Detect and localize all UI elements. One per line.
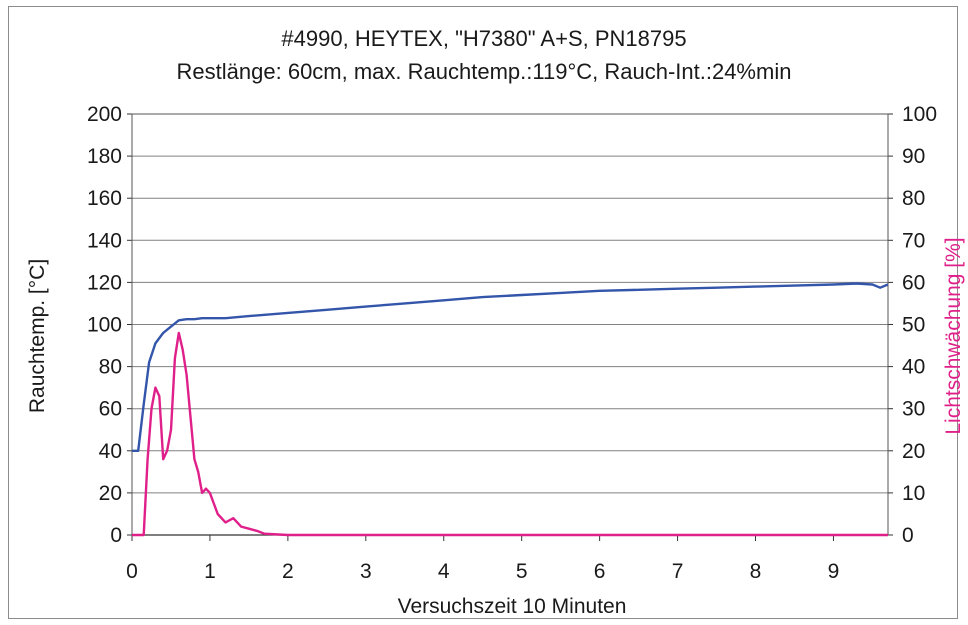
- y-right-tick-label: 60: [902, 271, 925, 294]
- x-tick-label: 8: [750, 560, 762, 583]
- axes: [127, 113, 893, 541]
- chart-frame: [8, 6, 958, 619]
- y-left-tick-label: 120: [87, 271, 122, 294]
- y-right-tick-label: 20: [902, 440, 925, 463]
- y-right-tick-label: 50: [902, 314, 925, 337]
- y-left-tick-label: 180: [87, 145, 122, 168]
- y-right-tick-label: 90: [902, 145, 925, 168]
- light-attenuation-series-line: [132, 331, 888, 537]
- y-left-tick-label: 0: [110, 524, 122, 547]
- x-tick-label: 1: [204, 560, 216, 583]
- y-left-tick-label: 100: [87, 314, 122, 337]
- series-layer: [132, 282, 889, 537]
- temperature-series-line: [132, 282, 889, 452]
- x-tick-label: 0: [126, 560, 138, 583]
- y-right-tick-label: 70: [902, 229, 925, 252]
- y-right-tick-label: 40: [902, 356, 925, 379]
- chart-subtitle: Restlänge: 60cm, max. Rauchtemp.:119°C, …: [176, 59, 792, 84]
- gridlines: [132, 113, 888, 494]
- y-axis-left-label: Rauchtemp. [°C]: [26, 259, 49, 413]
- x-tick-label: 4: [438, 560, 450, 583]
- tick-labels: 0204060801001201401601802000102030405060…: [87, 103, 937, 583]
- y-left-tick-label: 60: [99, 398, 122, 421]
- y-right-tick-label: 80: [902, 187, 925, 210]
- y-left-tick-label: 20: [99, 482, 122, 505]
- x-tick-label: 2: [282, 560, 294, 583]
- x-tick-label: 5: [516, 560, 528, 583]
- y-left-tick-label: 80: [99, 356, 122, 379]
- y-left-tick-label: 200: [87, 103, 122, 126]
- y-right-tick-label: 100: [902, 103, 937, 126]
- chart-title: #4990, HEYTEX, "H7380" A+S, PN18795: [281, 26, 687, 51]
- y-left-tick-label: 140: [87, 229, 122, 252]
- x-tick-label: 7: [672, 560, 684, 583]
- y-left-tick-label: 40: [99, 440, 122, 463]
- x-axis-label: Versuchszeit 10 Minuten: [398, 595, 627, 618]
- y-right-tick-label: 30: [902, 398, 925, 421]
- y-right-tick-label: 0: [902, 524, 914, 547]
- x-tick-label: 9: [828, 560, 840, 583]
- y-axis-right-label: Lichtschwächung [%]: [942, 237, 965, 434]
- y-left-tick-label: 160: [87, 187, 122, 210]
- y-right-tick-label: 10: [902, 482, 925, 505]
- x-tick-label: 6: [594, 560, 606, 583]
- x-tick-label: 3: [360, 560, 372, 583]
